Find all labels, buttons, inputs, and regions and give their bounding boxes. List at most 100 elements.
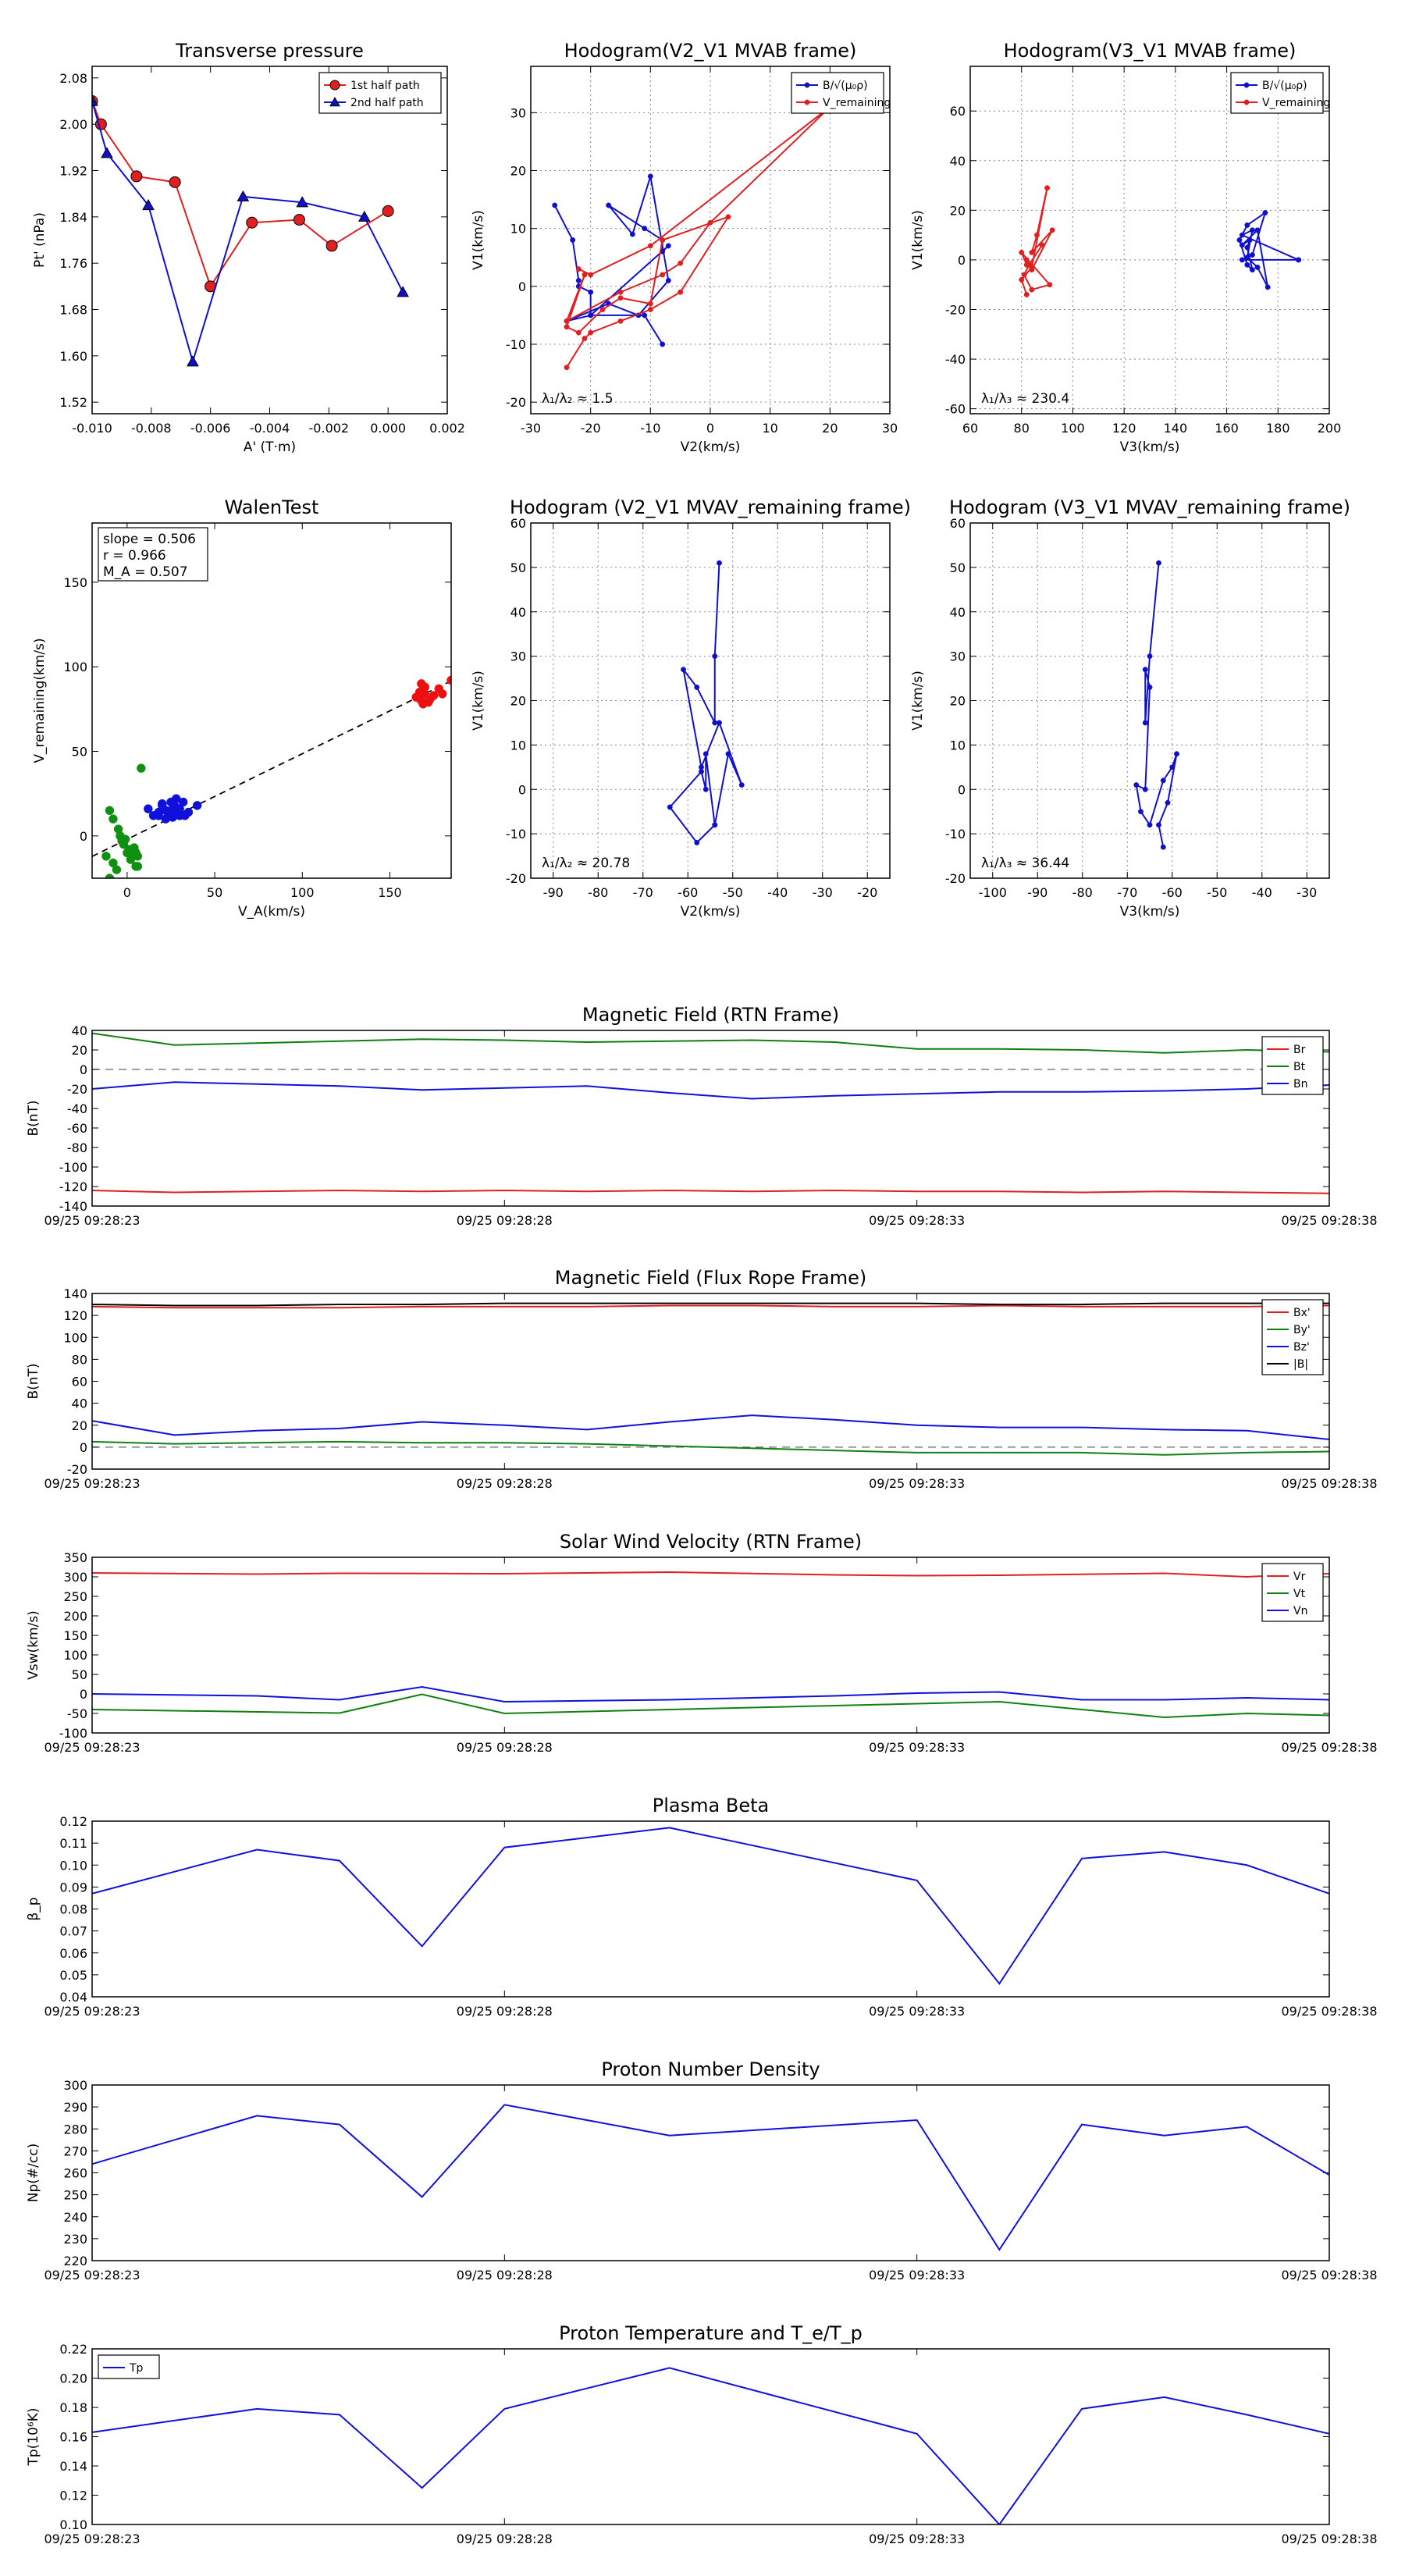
y-tick-label: 0.14 — [59, 2459, 87, 2474]
data-point — [1023, 291, 1030, 297]
data-point — [325, 240, 338, 252]
data-point — [694, 684, 700, 690]
stats-line: r = 0.966 — [103, 548, 166, 564]
legend-box — [318, 72, 442, 114]
plot-frame — [969, 66, 1330, 415]
data-point — [1296, 257, 1302, 263]
plot-frame — [91, 522, 452, 879]
series-line-beta — [92, 1827, 1329, 1985]
series-line-Vn — [92, 1685, 1329, 1703]
x-tick-label: -50 — [723, 885, 743, 900]
x-tick-label: 80 — [1014, 421, 1030, 436]
data-point — [617, 289, 624, 295]
data-point — [681, 667, 686, 673]
y-tick-label: 0.04 — [59, 1990, 87, 2005]
series-line-Np — [92, 2104, 1329, 2251]
series-line-Vt — [92, 1693, 1329, 1719]
y-tick-label: 30 — [510, 649, 526, 664]
series-line-Bn — [92, 1081, 1329, 1100]
x-tick-label: 150 — [378, 885, 402, 900]
data-point — [712, 720, 718, 726]
plot-frame — [91, 66, 448, 415]
y-tick-label: 50 — [72, 1667, 87, 1682]
x-tick-label: -10 — [640, 421, 660, 436]
chart-title: Hodogram (V3_V1 MVAV_remaining frame) — [949, 496, 1350, 518]
legend-label: Vn — [1293, 1605, 1307, 1617]
data-point — [171, 794, 181, 803]
x-tick-label: 09/25 09:28:38 — [1281, 2268, 1377, 2282]
data-point — [725, 751, 731, 757]
data-point — [1169, 764, 1176, 770]
data-point — [137, 763, 146, 773]
data-point — [1142, 786, 1148, 792]
x-tick-label: 30 — [882, 421, 898, 436]
data-point — [699, 769, 704, 774]
data-point — [1019, 249, 1025, 255]
data-point — [617, 295, 624, 301]
x-tick-label: -50 — [1207, 885, 1227, 900]
x-tick-label: 09/25 09:28:38 — [1281, 1740, 1377, 1755]
data-point — [237, 190, 250, 201]
data-point — [418, 699, 428, 709]
x-tick-label: 09/25 09:28:33 — [869, 1740, 965, 1755]
x-axis-label: V3(km/s) — [1120, 904, 1180, 920]
y-tick-label: 0 — [958, 253, 966, 268]
y-tick-label: -80 — [67, 1140, 87, 1155]
plot-area — [1019, 185, 1302, 297]
y-axis-label: V1(km/s) — [471, 671, 486, 731]
data-point — [712, 822, 718, 828]
y-tick-label: -20 — [67, 1462, 87, 1477]
y-tick-label: 0.05 — [59, 1968, 87, 1983]
y-tick-label: 120 — [63, 1308, 87, 1323]
y-tick-label: 2.00 — [59, 117, 87, 132]
y-tick-label: -40 — [67, 1101, 87, 1116]
x-tick-label: -0.006 — [190, 421, 231, 436]
y-tick-label: -100 — [59, 1160, 87, 1175]
y-tick-label: 300 — [63, 1570, 87, 1585]
data-point — [105, 806, 115, 816]
y-tick-label: 1.84 — [59, 210, 87, 225]
y-tick-label: 230 — [63, 2232, 87, 2247]
y-tick-label: 80 — [72, 1352, 87, 1367]
data-point — [702, 786, 709, 792]
legend-label: Tp — [129, 2362, 144, 2375]
x-tick-label: -80 — [1072, 885, 1093, 900]
x-tick-label: 09/25 09:28:23 — [44, 1213, 140, 1228]
y-tick-label: 20 — [950, 203, 966, 218]
chart-title: Hodogram(V2_V1 MVAB frame) — [564, 40, 857, 62]
data-point — [1244, 244, 1250, 251]
y-tick-label: 1.68 — [59, 303, 87, 318]
chart-title: Hodogram (V2_V1 MVAV_remaining frame) — [510, 496, 911, 518]
chart-tp: Proton Temperature and T_e/T_p 0.22 0.20 0.… — [26, 2322, 1378, 2546]
plot-frame — [91, 2084, 1330, 2261]
y-tick-label: 2.08 — [59, 71, 87, 86]
x-tick-label: -60 — [678, 885, 698, 900]
chart-title: Magnetic Field (Flux Rope Frame) — [555, 1267, 866, 1289]
plot-area — [92, 94, 409, 367]
legend-label: V_remaining — [823, 97, 891, 109]
y-tick-label: 40 — [950, 154, 966, 169]
x-tick-label: 10 — [762, 421, 777, 436]
y-tick-label: 0 — [518, 279, 526, 294]
x-tick-label: 180 — [1266, 421, 1290, 436]
legend-marker — [804, 82, 810, 88]
legend-label: Bx' — [1293, 1307, 1311, 1319]
x-tick-label: -30 — [813, 885, 833, 900]
data-point — [575, 329, 582, 336]
data-point — [1142, 667, 1148, 673]
data-point — [642, 312, 648, 318]
data-point — [642, 226, 648, 232]
y-tick-label: 240 — [63, 2210, 87, 2225]
y-axis-label: B(nT) — [26, 1100, 41, 1136]
y-tick-label: -100 — [59, 1726, 87, 1741]
stats-box — [98, 527, 208, 582]
plot-frame — [91, 1820, 1330, 1998]
data-point — [1244, 262, 1250, 268]
x-tick-label: -80 — [588, 885, 608, 900]
chart-title: Hodogram(V3_V1 MVAB frame) — [1004, 40, 1297, 62]
data-point — [1029, 286, 1035, 293]
data-point — [712, 653, 718, 660]
data-point — [425, 694, 435, 704]
plot-area — [92, 675, 451, 878]
y-tick-label: 60 — [510, 516, 526, 531]
